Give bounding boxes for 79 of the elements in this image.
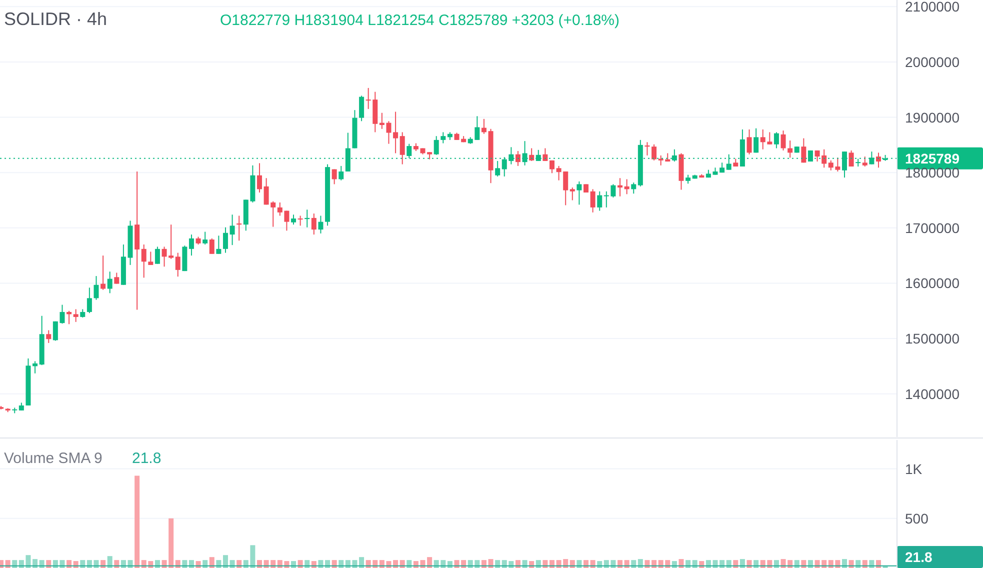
candlestick <box>107 271 112 294</box>
candlestick <box>332 168 337 185</box>
candlestick <box>66 310 72 325</box>
candlestick <box>338 165 344 181</box>
ref-line-label: 21.8 <box>905 549 932 565</box>
candlestick <box>624 178 630 195</box>
candlestick <box>154 246 160 264</box>
bar <box>222 555 228 568</box>
ref-line-label: 1825789 <box>905 150 960 166</box>
candlestick <box>202 231 208 245</box>
candlestick <box>529 148 534 162</box>
candlestick <box>73 308 78 322</box>
y-tick-label: 1400000 <box>905 386 960 402</box>
candlestick <box>222 226 228 254</box>
candlestick <box>188 234 194 256</box>
candlestick <box>141 244 146 278</box>
candlestick <box>114 272 120 284</box>
candlestick <box>230 214 235 246</box>
candlestick <box>175 252 180 278</box>
candlestick <box>618 178 623 197</box>
y-tick-label: 1600000 <box>905 275 960 292</box>
candlestick <box>570 187 575 201</box>
candlestick <box>631 182 636 194</box>
candlestick <box>311 213 316 236</box>
candlestick <box>481 118 486 134</box>
candlestick <box>359 95 364 122</box>
text: O1822779 H1831904 L1821254 C1825789 +3203 (+0.18%) <box>220 12 620 29</box>
y-tick-label: 1500000 <box>905 330 960 347</box>
candlestick <box>788 140 793 158</box>
candlestick <box>32 360 38 374</box>
candlestick <box>304 209 310 228</box>
candlestick <box>848 150 854 168</box>
candlestick <box>774 132 779 149</box>
candlestick <box>257 162 262 193</box>
candlestick <box>590 188 596 213</box>
y-tick-label: 500 <box>905 510 929 526</box>
candlestick <box>515 150 520 166</box>
candlestick <box>298 215 303 226</box>
y-tick-label: 2000000 <box>905 54 960 70</box>
candlestick <box>597 190 602 212</box>
bar <box>107 556 112 568</box>
bar <box>359 557 364 568</box>
candlestick <box>644 142 650 156</box>
y-tick-label: 2100000 <box>905 0 960 15</box>
candlestick <box>652 144 657 161</box>
candlestick <box>754 128 759 154</box>
candlestick <box>406 143 412 159</box>
bar <box>134 476 140 568</box>
candlestick <box>434 136 439 156</box>
candlestick <box>542 148 548 162</box>
candlestick <box>862 156 868 168</box>
candlestick <box>148 251 154 266</box>
text: Volume SMA 9 <box>4 450 102 467</box>
candlestick <box>400 132 405 165</box>
candlestick <box>876 152 881 168</box>
annotation: 21.8 <box>132 450 162 467</box>
candlestick <box>100 255 106 290</box>
y-tick-label: 1700000 <box>905 220 960 236</box>
candlestick <box>209 238 214 254</box>
candlestick <box>236 215 242 242</box>
candlestick <box>549 160 554 174</box>
candlestick <box>318 215 324 234</box>
candlestick <box>86 287 92 314</box>
text: SOLIDR · 4h <box>4 9 108 29</box>
candlestick <box>94 276 99 300</box>
candlestick <box>801 138 806 164</box>
candlestick <box>46 330 52 344</box>
bar <box>209 557 214 568</box>
candlestick <box>780 130 786 151</box>
y-tick-label: 1K <box>905 460 923 477</box>
candlestick <box>440 132 446 144</box>
y-tick-label: 1900000 <box>905 109 960 126</box>
y-tick-label: 1800000 <box>905 164 960 181</box>
candlestick <box>576 180 582 206</box>
candlestick <box>495 160 500 177</box>
candlestick <box>746 128 752 155</box>
candlestick <box>291 214 296 226</box>
candlestick <box>216 235 222 254</box>
candlestick <box>393 111 398 154</box>
